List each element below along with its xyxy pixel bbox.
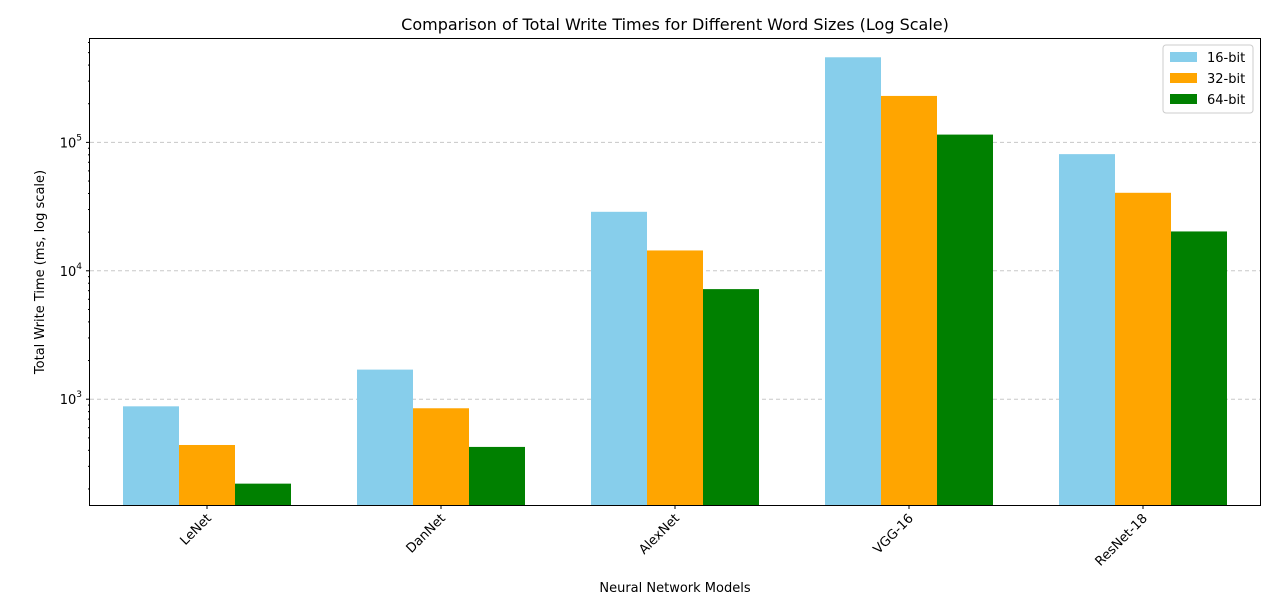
y-axis-label: Total Write Time (ms, log scale) xyxy=(33,170,48,375)
bar-16-bit-ResNet-18 xyxy=(1059,154,1115,505)
bar-64-bit-DanNet xyxy=(469,446,525,505)
bar-32-bit-VGG-16 xyxy=(881,95,937,506)
bar-16-bit-LeNet xyxy=(123,406,179,505)
bar-32-bit-AlexNet xyxy=(647,250,703,505)
legend-label-16-bit: 16-bit xyxy=(1207,51,1245,66)
bar-32-bit-ResNet-18 xyxy=(1115,192,1171,505)
bar-64-bit-LeNet xyxy=(235,483,291,505)
bar-16-bit-AlexNet xyxy=(591,211,647,505)
bar-32-bit-LeNet xyxy=(179,444,235,505)
legend: 16-bit 32-bit 64-bit xyxy=(1162,44,1254,114)
x-axis-label: Neural Network Models xyxy=(599,581,750,596)
legend-swatch-16-bit xyxy=(1170,52,1197,62)
legend-swatch-32-bit xyxy=(1170,73,1197,83)
legend-swatch-64-bit xyxy=(1170,94,1197,104)
plot-frame xyxy=(89,38,1261,506)
y-ticks-layer: 103 104 105 xyxy=(60,133,90,408)
bar-16-bit-VGG-16 xyxy=(825,57,881,506)
chart-title: Comparison of Total Write Times for Diff… xyxy=(401,15,949,34)
bars-layer xyxy=(123,57,1227,506)
legend-label-64-bit: 64-bit xyxy=(1207,93,1245,108)
y-tick-label: 103 xyxy=(60,390,82,408)
legend-label-32-bit: 32-bit xyxy=(1207,72,1245,87)
bar-64-bit-AlexNet xyxy=(703,289,759,505)
bar-16-bit-DanNet xyxy=(357,369,413,505)
bar-64-bit-ResNet-18 xyxy=(1171,231,1227,505)
bar-32-bit-DanNet xyxy=(413,408,469,505)
y-tick-label: 105 xyxy=(60,133,82,151)
bar-64-bit-VGG-16 xyxy=(937,134,993,505)
y-tick-label: 104 xyxy=(60,262,83,280)
